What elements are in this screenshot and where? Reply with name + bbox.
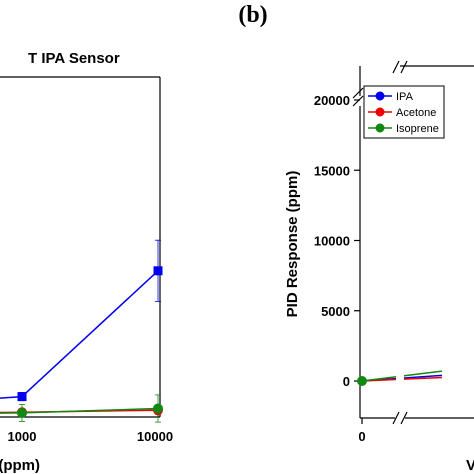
right-y-tick-label: 10000 [314, 234, 350, 249]
left-series-0-line [0, 270, 159, 399]
right-chart: 0 5000 10000 15000 20000 0 V PID Response (p… [284, 60, 474, 474]
legend-marker [375, 91, 385, 101]
legend-items: IPA Acetone Isoprene [368, 91, 439, 135]
right-x-axis-label: V [466, 457, 474, 474]
left-chart: T IPA Sensor 1000 10000 on (ppm) [0, 50, 173, 474]
right-data-point [357, 376, 367, 386]
left-data-point [153, 266, 163, 276]
left-chart-marks [0, 239, 163, 423]
right-chart-marks [357, 370, 443, 388]
left-x-tick-label-10000: 10000 [137, 429, 173, 444]
right-y-tick-label: 20000 [314, 93, 350, 108]
left-data-point [17, 392, 27, 402]
left-x-axis-label: on (ppm) [0, 457, 40, 474]
right-y-axis-label: PID Response (ppm) [284, 171, 301, 318]
axis-break-gap [396, 372, 404, 388]
legend-marker [375, 107, 385, 117]
right-y-tick-label: 0 [343, 374, 350, 389]
legend: IPA Acetone Isoprene [363, 85, 445, 139]
right-y-tick-label: 15000 [314, 163, 350, 178]
left-data-point [17, 407, 27, 418]
right-y-ticks: 0 5000 10000 15000 20000 [314, 93, 360, 389]
left-x-tick-label-1000: 1000 [8, 429, 37, 444]
right-y-tick-label: 5000 [321, 304, 350, 319]
legend-marker [375, 123, 385, 133]
legend-label: Acetone [396, 107, 436, 119]
panel-letter: (b) [238, 2, 267, 28]
legend-label: Isoprene [396, 123, 439, 135]
legend-label: IPA [396, 91, 414, 103]
right-x-tick-label-0: 0 [358, 429, 365, 444]
left-chart-title: T IPA Sensor [28, 50, 120, 67]
left-data-point [153, 403, 163, 414]
axis-break-marks [352, 60, 408, 425]
